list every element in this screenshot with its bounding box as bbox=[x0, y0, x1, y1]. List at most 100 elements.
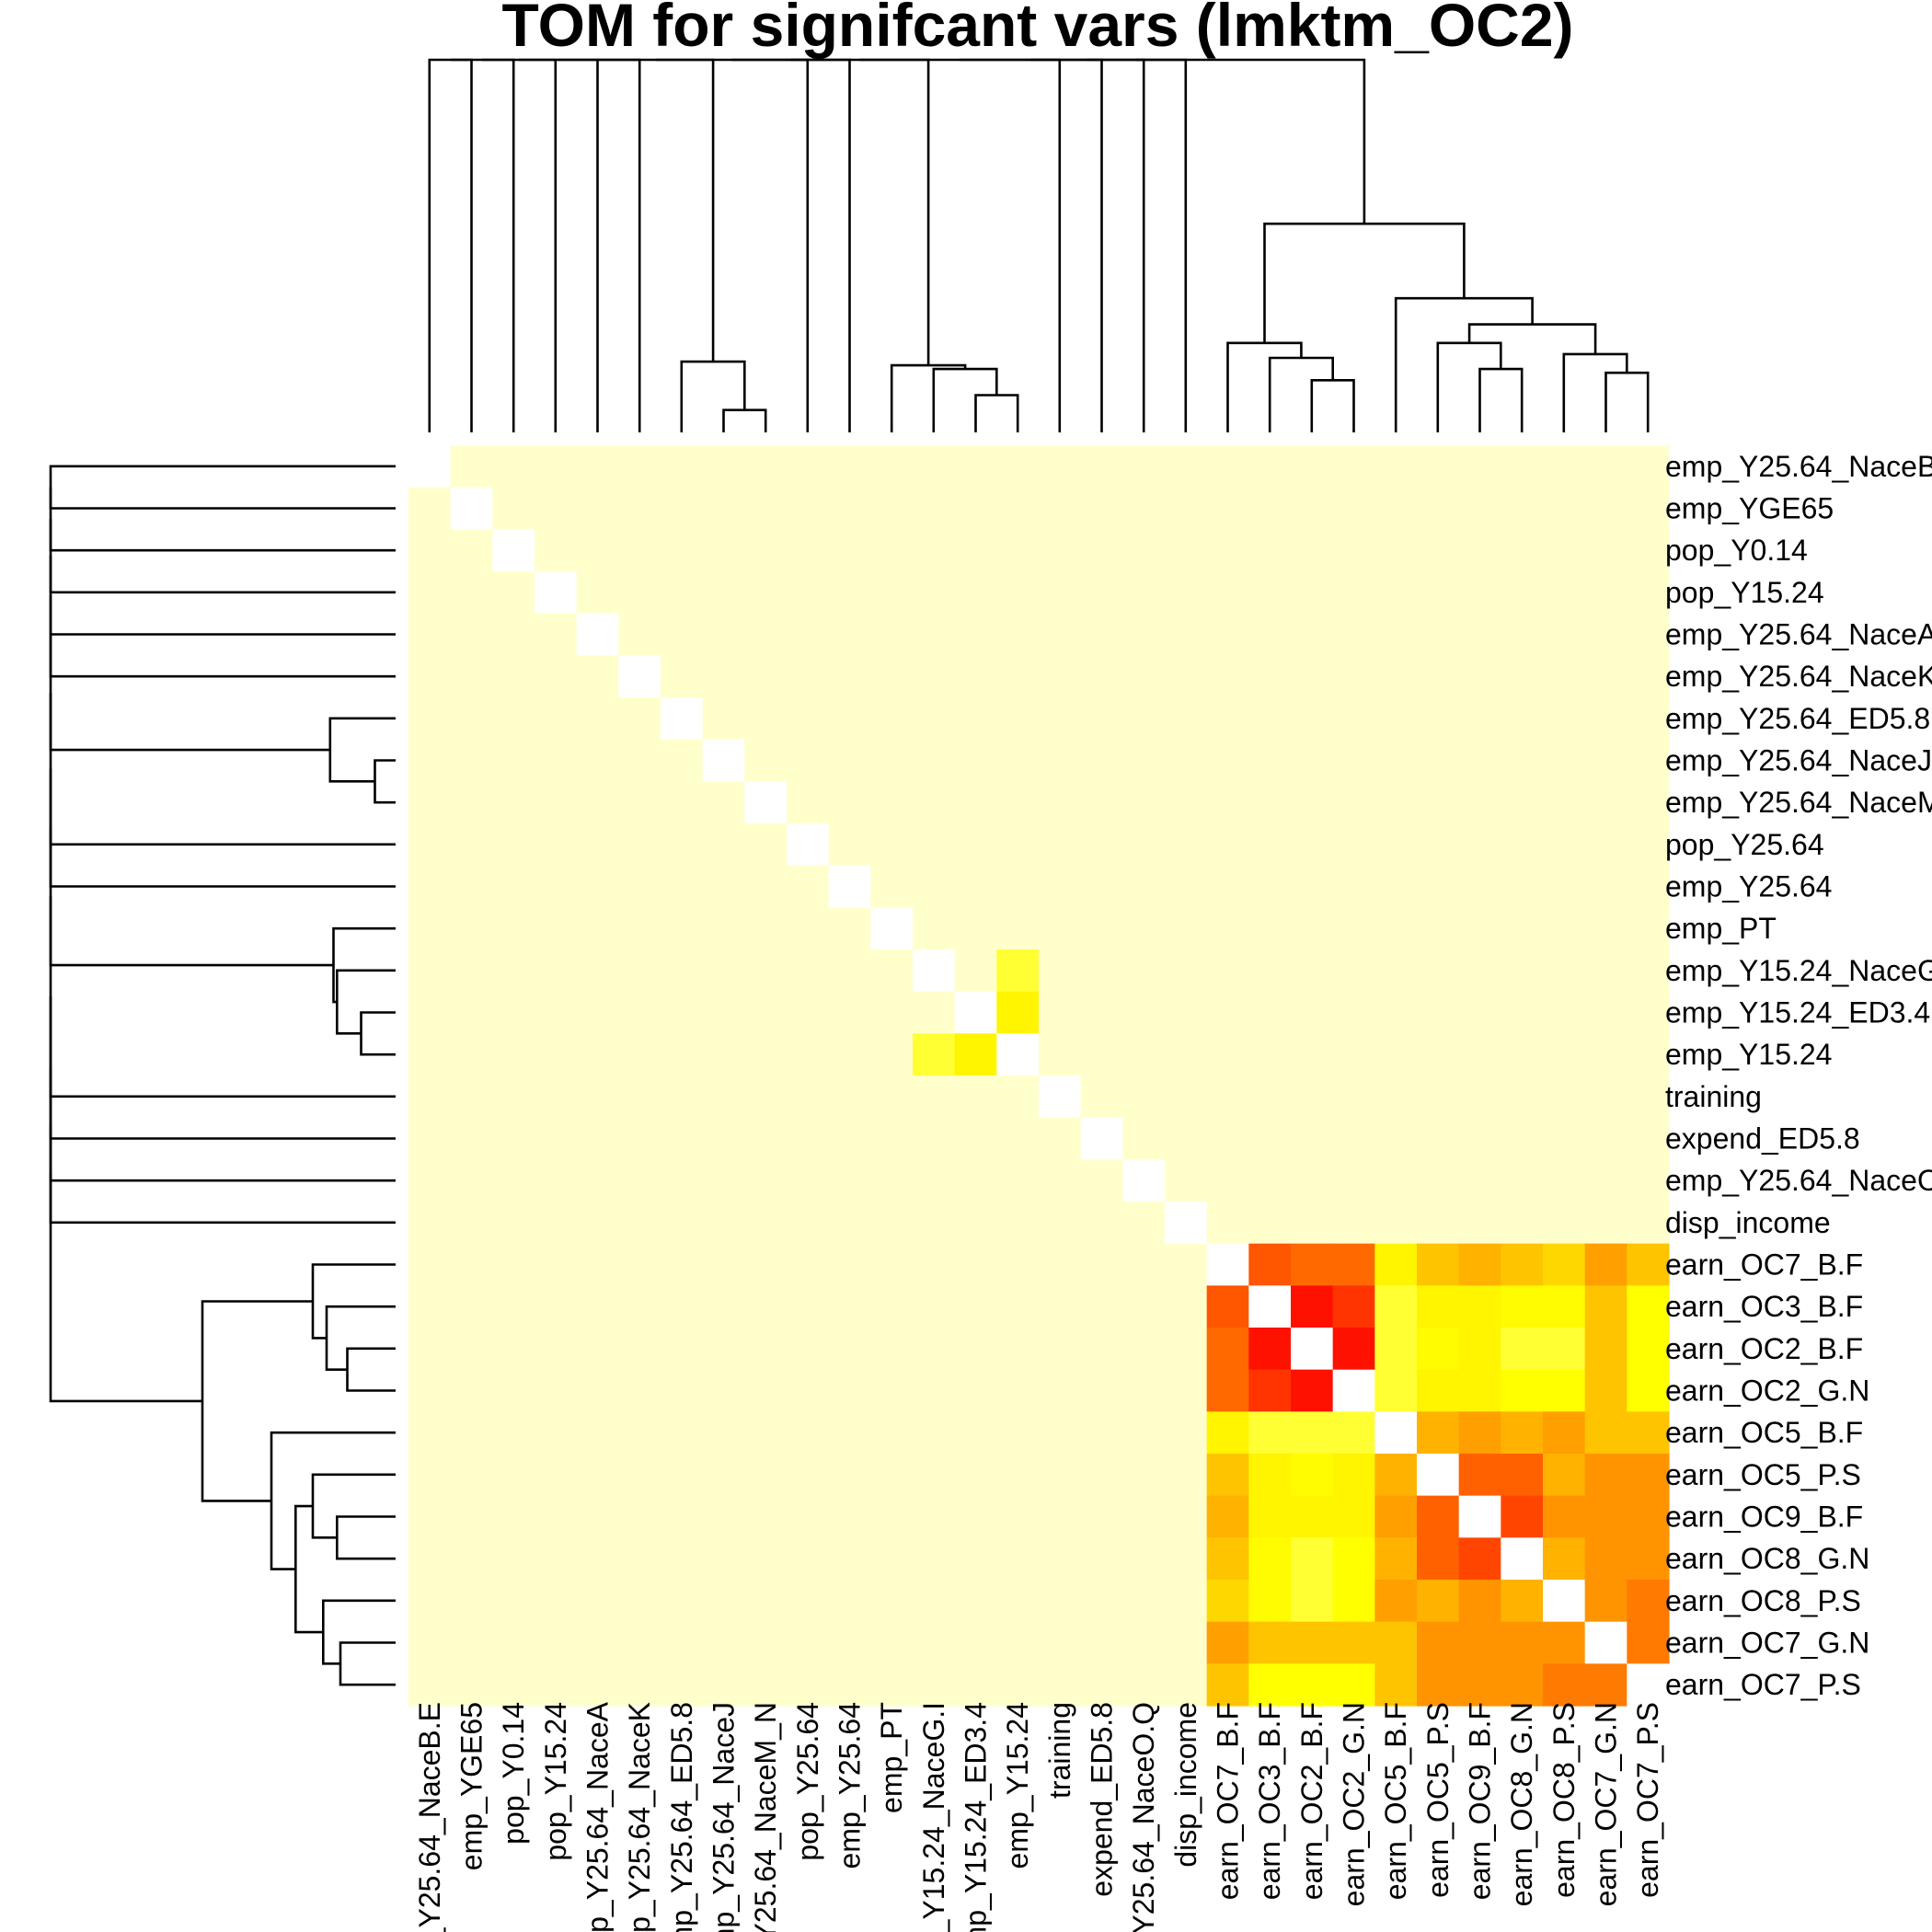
heatmap-cell-27-15 bbox=[1039, 1580, 1082, 1623]
heatmap-cell-29-17 bbox=[1122, 1663, 1166, 1707]
heatmap-cell-1-13 bbox=[954, 487, 997, 530]
heatmap-cell-10-18 bbox=[1165, 865, 1208, 908]
heatmap-cell-15-5 bbox=[618, 1075, 661, 1119]
heatmap-cell-23-0 bbox=[408, 1411, 452, 1455]
heatmap-cell-2-14 bbox=[996, 529, 1040, 572]
heatmap-cell-3-10 bbox=[828, 571, 871, 615]
heatmap-cell-13-4 bbox=[576, 991, 619, 1034]
heatmap-cell-26-28 bbox=[1584, 1537, 1627, 1581]
heatmap-cell-0-7 bbox=[702, 445, 745, 489]
heatmap-cell-5-22 bbox=[1332, 655, 1375, 698]
heatmap-cell-3-15 bbox=[1039, 571, 1082, 615]
heatmap-cell-2-2 bbox=[492, 529, 535, 572]
heatmap-cell-1-3 bbox=[535, 487, 578, 530]
heatmap-cell-16-5 bbox=[618, 1117, 661, 1160]
heatmap-cell-10-19 bbox=[1206, 865, 1249, 908]
heatmap-cell-27-11 bbox=[870, 1580, 914, 1623]
row-label: emp_PT bbox=[1665, 912, 1777, 945]
heatmap-cell-18-15 bbox=[1039, 1202, 1082, 1245]
heatmap-cell-17-27 bbox=[1543, 1159, 1586, 1202]
heatmap-cell-14-22 bbox=[1332, 1033, 1375, 1076]
column-label: earn_OC2_G.N bbox=[1338, 1702, 1371, 1906]
heatmap-cells bbox=[408, 445, 1670, 1707]
heatmap-cell-26-0 bbox=[408, 1537, 452, 1581]
heatmap-cell-22-21 bbox=[1291, 1369, 1334, 1412]
heatmap-cell-19-24 bbox=[1417, 1243, 1460, 1286]
heatmap-cell-10-10 bbox=[828, 865, 871, 908]
heatmap-cell-17-10 bbox=[828, 1159, 871, 1202]
heatmap-cell-19-15 bbox=[1039, 1243, 1082, 1286]
heatmap-cell-2-26 bbox=[1501, 529, 1544, 572]
heatmap-cell-23-24 bbox=[1417, 1411, 1460, 1455]
heatmap-cell-26-23 bbox=[1374, 1537, 1418, 1581]
heatmap-cell-24-18 bbox=[1165, 1454, 1208, 1497]
heatmap-cell-2-23 bbox=[1374, 529, 1418, 572]
heatmap-cell-0-5 bbox=[618, 445, 661, 489]
heatmap-cell-11-14 bbox=[996, 907, 1040, 950]
heatmap-cell-22-14 bbox=[996, 1369, 1040, 1412]
heatmap-cell-7-29 bbox=[1627, 739, 1670, 782]
heatmap-cell-8-19 bbox=[1206, 781, 1249, 824]
heatmap-cell-11-19 bbox=[1206, 907, 1249, 950]
heatmap-cell-25-19 bbox=[1206, 1495, 1249, 1538]
heatmap-cell-3-4 bbox=[576, 571, 619, 615]
heatmap-cell-13-15 bbox=[1039, 991, 1082, 1034]
heatmap-cell-23-14 bbox=[996, 1411, 1040, 1455]
row-label: disp_income bbox=[1665, 1206, 1831, 1239]
heatmap-cell-8-24 bbox=[1417, 781, 1460, 824]
heatmap-cell-2-0 bbox=[408, 529, 452, 572]
heatmap-cell-25-9 bbox=[787, 1495, 830, 1538]
heatmap-cell-21-28 bbox=[1584, 1328, 1627, 1371]
heatmap-cell-11-8 bbox=[744, 907, 788, 950]
dendrogram-branch bbox=[481, 58, 558, 432]
heatmap-cell-0-26 bbox=[1501, 445, 1544, 489]
heatmap-cell-15-11 bbox=[870, 1075, 914, 1119]
heatmap-cell-1-25 bbox=[1458, 487, 1501, 530]
heatmap-cell-23-2 bbox=[492, 1411, 535, 1455]
heatmap-cell-7-18 bbox=[1165, 739, 1208, 782]
heatmap-cell-7-3 bbox=[535, 739, 578, 782]
dendrogram-branch bbox=[1478, 367, 1524, 432]
heatmap-cell-23-13 bbox=[954, 1411, 997, 1455]
heatmap-cell-4-3 bbox=[535, 613, 578, 656]
heatmap-cell-0-18 bbox=[1165, 445, 1208, 489]
heatmap-cell-5-12 bbox=[913, 655, 956, 698]
heatmap-cell-6-14 bbox=[996, 697, 1040, 741]
heatmap-cell-26-14 bbox=[996, 1537, 1040, 1581]
heatmap-cell-24-24 bbox=[1417, 1454, 1460, 1497]
dendrogram-branch bbox=[974, 394, 1019, 432]
column-label: earn_OC7_B.F bbox=[1212, 1702, 1245, 1900]
heatmap-cell-11-18 bbox=[1165, 907, 1208, 950]
heatmap-cell-8-13 bbox=[954, 781, 997, 824]
heatmap-cell-3-0 bbox=[408, 571, 452, 615]
heatmap-cell-29-14 bbox=[996, 1663, 1040, 1707]
heatmap-cell-7-15 bbox=[1039, 739, 1082, 782]
heatmap-cell-19-13 bbox=[954, 1243, 997, 1286]
heatmap-cell-20-7 bbox=[702, 1285, 745, 1328]
heatmap-cell-25-10 bbox=[828, 1495, 871, 1538]
row-label: earn_OC7_P.S bbox=[1665, 1668, 1861, 1701]
heatmap-cell-14-25 bbox=[1458, 1033, 1501, 1076]
heatmap-cell-16-27 bbox=[1543, 1117, 1586, 1160]
heatmap-cell-27-0 bbox=[408, 1580, 452, 1623]
heatmap-cell-29-15 bbox=[1039, 1663, 1082, 1707]
heatmap-cell-8-4 bbox=[576, 781, 619, 824]
heatmap-cell-27-7 bbox=[702, 1580, 745, 1623]
heatmap-cell-14-6 bbox=[661, 1033, 704, 1076]
heatmap-cell-20-29 bbox=[1627, 1285, 1670, 1328]
heatmap-cell-8-10 bbox=[828, 781, 871, 824]
heatmap-cell-19-17 bbox=[1122, 1243, 1166, 1286]
heatmap-cell-5-18 bbox=[1165, 655, 1208, 698]
dendrogram-branch bbox=[336, 969, 396, 1035]
heatmap-cell-3-22 bbox=[1332, 571, 1375, 615]
heatmap-cell-26-16 bbox=[1080, 1537, 1123, 1581]
heatmap-cell-25-5 bbox=[618, 1495, 661, 1538]
heatmap-cell-13-1 bbox=[450, 991, 493, 1034]
heatmap-cell-16-22 bbox=[1332, 1117, 1375, 1160]
heatmap-cell-14-9 bbox=[787, 1033, 830, 1076]
heatmap-cell-7-17 bbox=[1122, 739, 1166, 782]
heatmap-cell-19-25 bbox=[1458, 1243, 1501, 1286]
heatmap-cell-17-0 bbox=[408, 1159, 452, 1202]
heatmap-cell-29-0 bbox=[408, 1663, 452, 1707]
heatmap-cell-26-19 bbox=[1206, 1537, 1249, 1581]
